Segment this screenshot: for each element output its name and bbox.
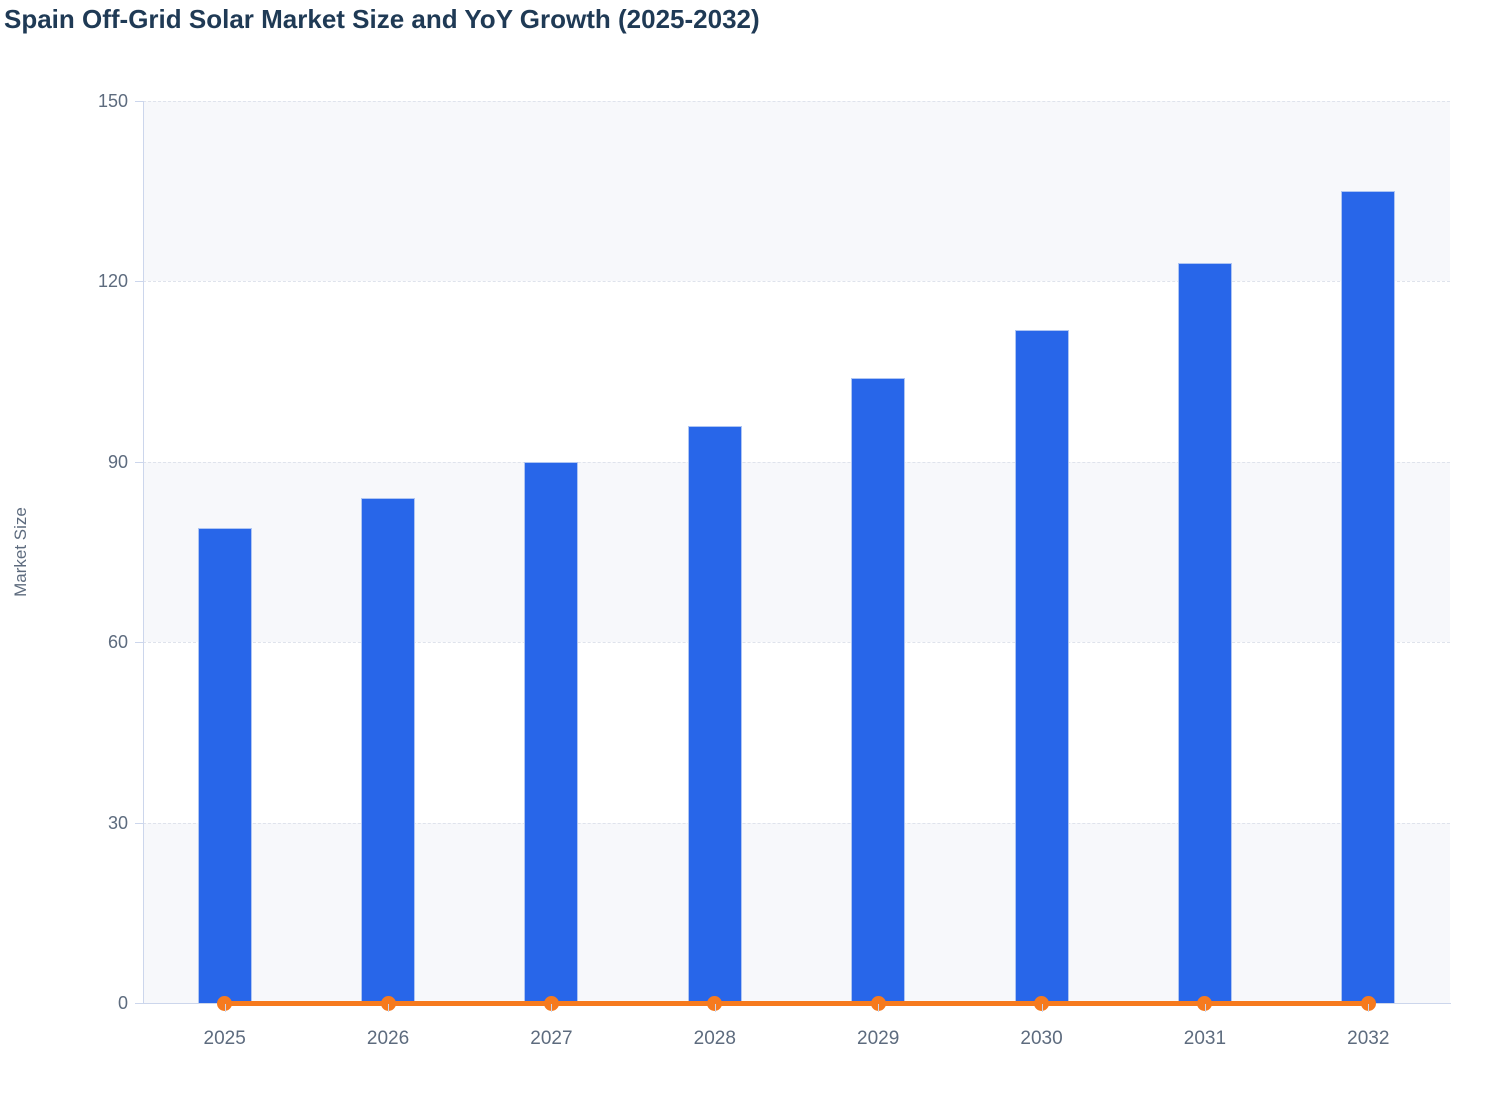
plot-band <box>143 281 1450 462</box>
h-gridline <box>143 281 1450 283</box>
x-tick-label-2028: 2028 <box>693 1028 736 1049</box>
x-tick-label-2025: 2025 <box>203 1028 246 1049</box>
yoy-point-2026[interactable] <box>380 995 396 1011</box>
y-tick-mark <box>135 101 143 102</box>
yoy-point-2031[interactable] <box>1197 995 1213 1011</box>
yoy-point-2025[interactable] <box>217 995 233 1011</box>
h-gridline <box>143 822 1450 824</box>
bar-2025[interactable] <box>197 527 252 1003</box>
yoy-point-2028[interactable] <box>707 995 723 1011</box>
x-tick-mark <box>1368 1004 1370 1012</box>
x-tick-label-2031: 2031 <box>1183 1028 1227 1049</box>
chart-title: Spain Off-Grid Solar Market Size and YoY… <box>4 4 760 34</box>
plot-band <box>143 642 1450 823</box>
y-axis-title: Market Size <box>11 507 30 597</box>
y-tick-label: 150 <box>97 91 128 111</box>
plot-band <box>143 461 1450 643</box>
y-tick-mark <box>135 1003 143 1004</box>
x-tick-mark <box>224 1004 226 1012</box>
bar-2027[interactable] <box>524 461 579 1003</box>
h-gridline <box>143 642 1450 644</box>
h-gridline <box>143 101 1450 102</box>
y-tick-mark <box>135 461 143 463</box>
y-tick-mark <box>135 642 143 644</box>
y-tick-label: 90 <box>107 451 128 472</box>
y-tick-label: 0 <box>117 993 128 1013</box>
y-tick-label: 30 <box>107 812 128 833</box>
bar-2028[interactable] <box>687 425 742 1003</box>
x-tick-label-2029: 2029 <box>857 1028 900 1049</box>
bar-2029[interactable] <box>851 377 906 1003</box>
x-tick-mark <box>1041 1004 1043 1012</box>
x-tick-mark <box>388 1004 390 1012</box>
bar-2031[interactable] <box>1177 263 1232 1003</box>
x-tick-mark <box>1204 1004 1206 1012</box>
x-tick-mark <box>878 1004 880 1012</box>
x-tick-label-2030: 2030 <box>1020 1028 1063 1049</box>
yoy-point-2029[interactable] <box>870 995 886 1011</box>
y-tick-mark <box>135 281 143 283</box>
plot-band <box>143 101 1450 282</box>
bar-2030[interactable] <box>1014 329 1069 1003</box>
bar-2026[interactable] <box>361 497 416 1003</box>
y-tick-label: 60 <box>107 632 128 653</box>
yoy-point-2030[interactable] <box>1034 995 1050 1011</box>
y-tick-mark <box>135 822 143 824</box>
yoy-point-2032[interactable] <box>1360 995 1376 1011</box>
y-axis-line <box>143 101 144 1003</box>
x-tick-mark <box>551 1004 553 1012</box>
yoy-line[interactable] <box>224 1000 1369 1006</box>
yoy-point-2027[interactable] <box>543 995 559 1011</box>
plot-band <box>143 822 1450 1003</box>
x-tick-mark <box>714 1004 716 1012</box>
bar-2032[interactable] <box>1341 191 1396 1003</box>
x-tick-label-2026: 2026 <box>366 1028 410 1049</box>
y-tick-label: 120 <box>97 271 128 292</box>
h-gridline <box>143 461 1450 463</box>
x-tick-label-2032: 2032 <box>1347 1028 1390 1049</box>
x-tick-label-2027: 2027 <box>530 1028 573 1049</box>
